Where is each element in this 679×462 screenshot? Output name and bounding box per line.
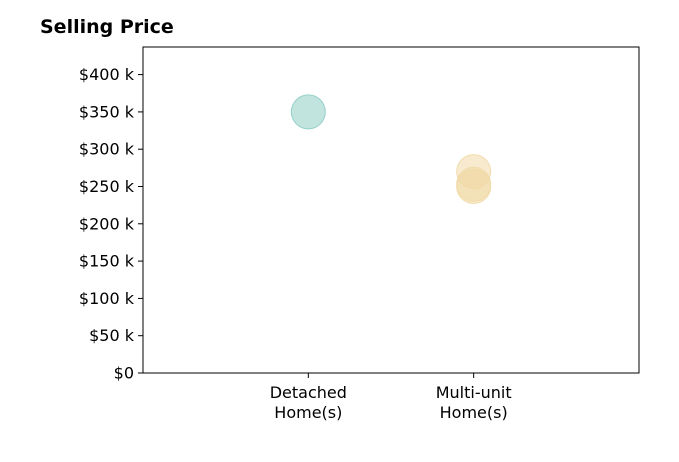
data-point — [456, 169, 492, 205]
data-point — [290, 94, 326, 130]
x-tick-label: Multi-unit Home(s) — [436, 383, 512, 422]
y-tick-label: $400 k — [79, 65, 135, 84]
y-axis: $0 $50 k $100 k $150 k $200 k $250 k $300 k $35… — [79, 65, 143, 383]
y-tick-label: $100 k — [79, 289, 135, 308]
y-tick-label: $0 — [114, 364, 134, 383]
data-points — [290, 94, 492, 205]
x-tick-label: Detached Home(s) — [270, 383, 347, 422]
plot-frame — [142, 46, 640, 374]
chart-title: Selling Price — [40, 16, 174, 38]
y-tick-label: $250 k — [79, 177, 135, 196]
y-tick-label: $200 k — [79, 214, 135, 233]
y-tick-label: $50 k — [89, 326, 135, 345]
y-tick-label: $300 k — [79, 140, 135, 159]
y-tick-label: $150 k — [79, 252, 135, 271]
x-axis: Detached Home(s) Multi-unit Home(s) — [270, 373, 512, 422]
y-tick-label: $350 k — [79, 102, 135, 121]
